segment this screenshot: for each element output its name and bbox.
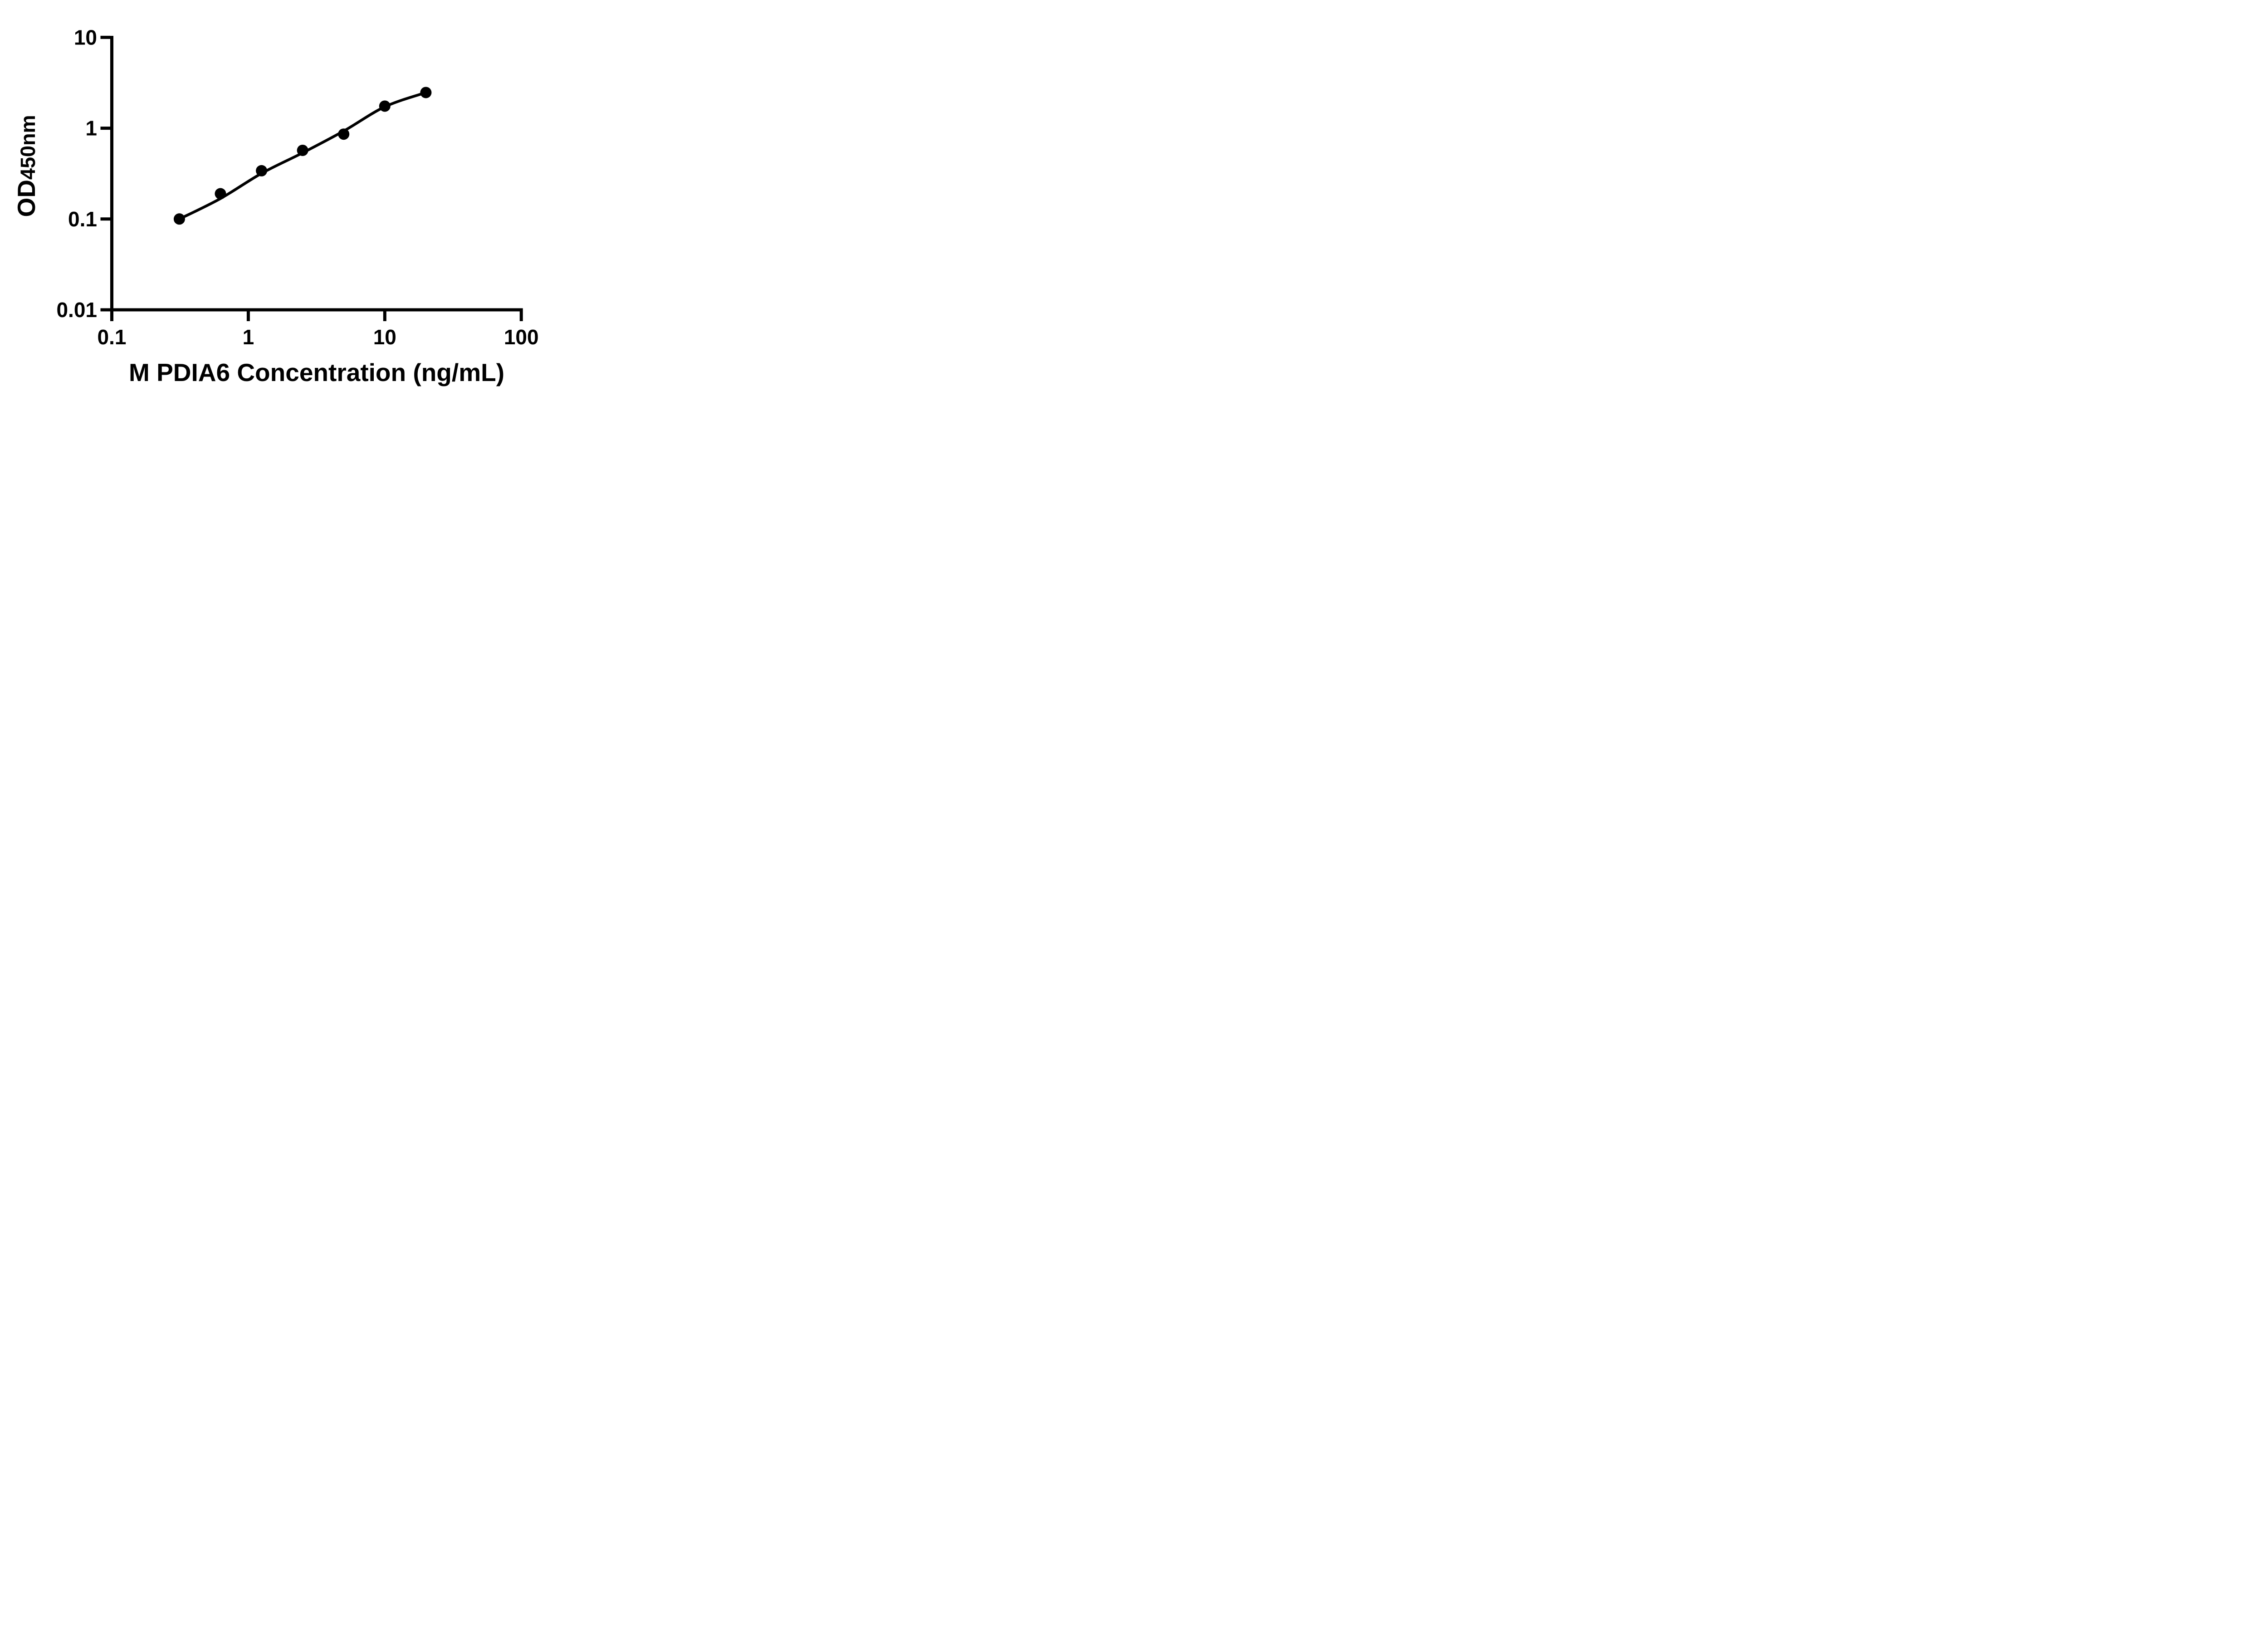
x-axis-title: M PDIA6 Concentration (ng/mL) (129, 358, 504, 386)
y-axis-title-main: OD (12, 180, 40, 217)
y-tick-label: 0.01 (56, 298, 97, 322)
elisa-standard-curve-figure: 0.01 0.1 1 10 0.1 1 10 100 M PDIA6 Concentratio… (0, 0, 583, 408)
y-tick-label: 0.1 (68, 207, 97, 231)
x-tick-label: 10 (373, 325, 396, 349)
x-tick-label: 1 (243, 325, 254, 349)
data-point (338, 128, 350, 140)
y-tick-label: 1 (85, 117, 97, 140)
x-tick-label: 100 (504, 325, 539, 349)
data-point (256, 165, 268, 176)
data-point (420, 87, 432, 98)
x-tick-label: 0.1 (98, 325, 127, 349)
y-axis-title-sub: 450nm (16, 115, 39, 180)
data-point (173, 213, 185, 225)
y-tick-label: 10 (74, 25, 97, 49)
data-point (215, 188, 226, 200)
data-point (297, 144, 308, 156)
data-point (379, 100, 391, 112)
y-axis-title: OD450nm (12, 115, 40, 217)
